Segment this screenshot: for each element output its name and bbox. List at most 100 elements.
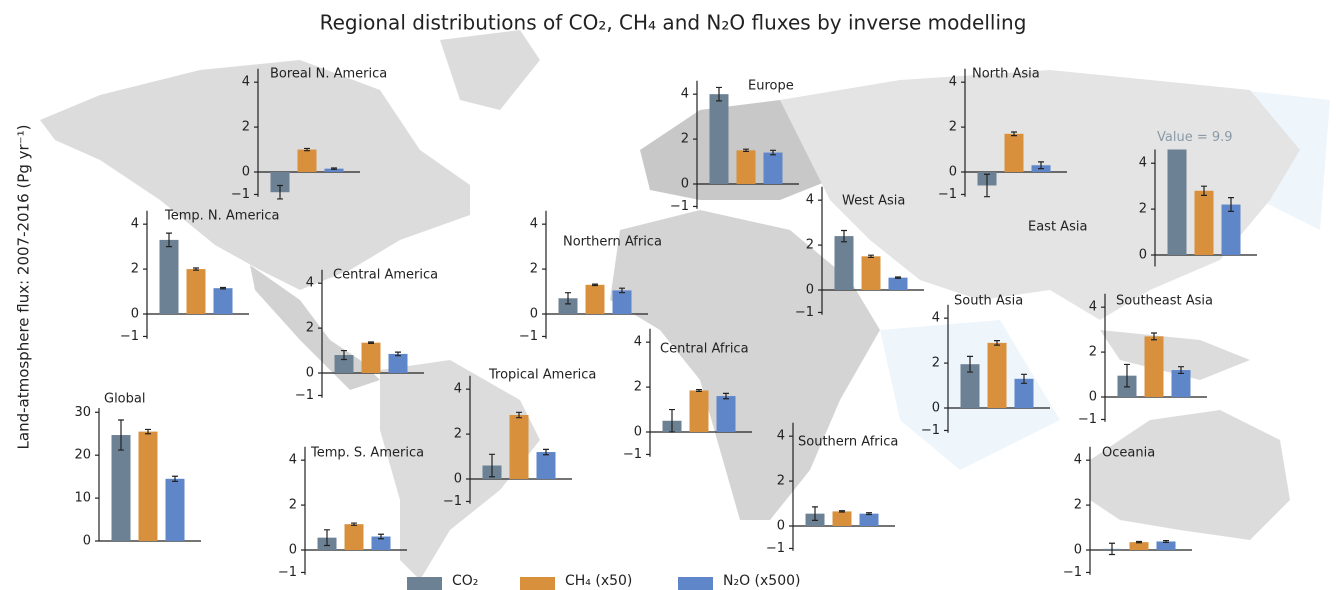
- y-tick-label: −1: [766, 541, 785, 556]
- chart-title: Global: [104, 392, 145, 407]
- error-bar: [351, 522, 357, 526]
- bar: [612, 290, 632, 314]
- bar: [585, 284, 605, 314]
- error-bar: [378, 533, 384, 540]
- y-tick-label: 10: [74, 491, 91, 506]
- bar: [334, 355, 354, 373]
- y-tick-label: 0: [1089, 390, 1097, 405]
- error-bar: [994, 340, 1000, 346]
- error-bar: [716, 86, 722, 102]
- y-tick-label: 4: [242, 75, 250, 90]
- bar: [861, 256, 881, 290]
- legend-swatch: [407, 577, 442, 590]
- bar: [1171, 370, 1191, 397]
- land: [40, 60, 470, 290]
- chart-title: Southeast Asia: [1116, 294, 1213, 309]
- y-tick-label: 0: [289, 543, 297, 558]
- chart-title: Central Africa: [660, 342, 749, 357]
- error-bar: [619, 287, 625, 294]
- error-bar: [592, 283, 598, 287]
- y-tick-label: 0: [242, 165, 250, 180]
- land: [380, 360, 540, 580]
- bar: [344, 524, 364, 550]
- error-bar: [1163, 539, 1169, 543]
- error-bar: [1124, 363, 1130, 388]
- error-bar: [341, 349, 347, 361]
- y-tick-label: 0: [634, 425, 642, 440]
- y-tick-label: −1: [519, 329, 538, 344]
- error-bar: [172, 475, 178, 482]
- error-bar: [1151, 332, 1157, 341]
- bar: [960, 364, 980, 408]
- y-tick-label: 4: [777, 429, 785, 444]
- y-tick-label: 2: [1089, 345, 1097, 360]
- y-tick-label: 2: [949, 120, 957, 135]
- chart-title: East Asia: [1028, 220, 1087, 235]
- y-tick-label: 4: [454, 382, 462, 397]
- y-tick-label: 0: [306, 366, 314, 381]
- chart-title: Boreal N. America: [270, 67, 387, 82]
- error-bar: [1038, 161, 1044, 170]
- y-tick-label: −1: [443, 494, 462, 509]
- chart-title: Northern Africa: [563, 235, 662, 250]
- bar: [186, 269, 206, 314]
- y-tick-label: 0: [1074, 543, 1082, 558]
- y-tick-label: −1: [670, 199, 689, 214]
- error-bar: [770, 149, 776, 156]
- y-tick-label: 4: [634, 335, 642, 350]
- y-tick-label: 20: [74, 448, 91, 463]
- error-bar: [489, 453, 495, 478]
- bar: [1221, 204, 1241, 255]
- chart-title: Tropical America: [488, 368, 596, 383]
- y-tick-label: 2: [932, 356, 940, 371]
- land: [610, 210, 880, 520]
- y-tick-label: −1: [120, 329, 139, 344]
- error-bar: [841, 229, 847, 243]
- bar: [213, 288, 233, 314]
- error-bar: [565, 292, 571, 305]
- error-bar: [866, 512, 872, 516]
- error-bar: [743, 148, 749, 153]
- chart-title: West Asia: [842, 194, 905, 209]
- chart-title: Europe: [748, 79, 794, 94]
- y-tick-label: −1: [1063, 565, 1082, 580]
- error-bar: [331, 167, 337, 170]
- y-tick-label: 2: [306, 321, 314, 336]
- y-tick-label: 0: [806, 283, 814, 298]
- y-tick-label: 0: [777, 519, 785, 534]
- bar: [1156, 541, 1176, 550]
- y-tick-label: 2: [777, 474, 785, 489]
- y-tick-label: 2: [1074, 498, 1082, 513]
- y-tick-label: 0: [1139, 248, 1147, 263]
- error-bar: [220, 286, 226, 290]
- y-tick-label: 2: [530, 262, 538, 277]
- bar: [297, 149, 317, 172]
- y-tick-label: 2: [454, 427, 462, 442]
- y-tick-label: 0: [131, 307, 139, 322]
- land: [1100, 330, 1250, 380]
- bar: [736, 150, 756, 184]
- bar: [888, 277, 908, 290]
- bar: [1144, 336, 1164, 397]
- error-bar: [145, 428, 151, 435]
- y-tick-label: 4: [1074, 453, 1082, 468]
- bar: [324, 168, 344, 172]
- error-bar: [304, 147, 310, 152]
- y-tick-label: 2: [681, 132, 689, 147]
- error-bar: [723, 392, 729, 400]
- y-tick-label: 2: [1139, 202, 1147, 217]
- bar: [138, 431, 158, 541]
- error-bar: [868, 254, 874, 259]
- bar: [159, 239, 179, 314]
- bar: [763, 152, 783, 184]
- y-tick-label: −1: [795, 305, 814, 320]
- error-bar: [118, 419, 124, 451]
- bar: [859, 513, 879, 526]
- bar: [1167, 149, 1187, 255]
- y-tick-label: 0: [454, 472, 462, 487]
- error-bar: [669, 408, 675, 433]
- annotation: Value = 9.9: [1157, 130, 1233, 145]
- error-bar: [395, 351, 401, 357]
- y-tick-label: 4: [306, 276, 314, 291]
- y-tick-label: 0: [681, 177, 689, 192]
